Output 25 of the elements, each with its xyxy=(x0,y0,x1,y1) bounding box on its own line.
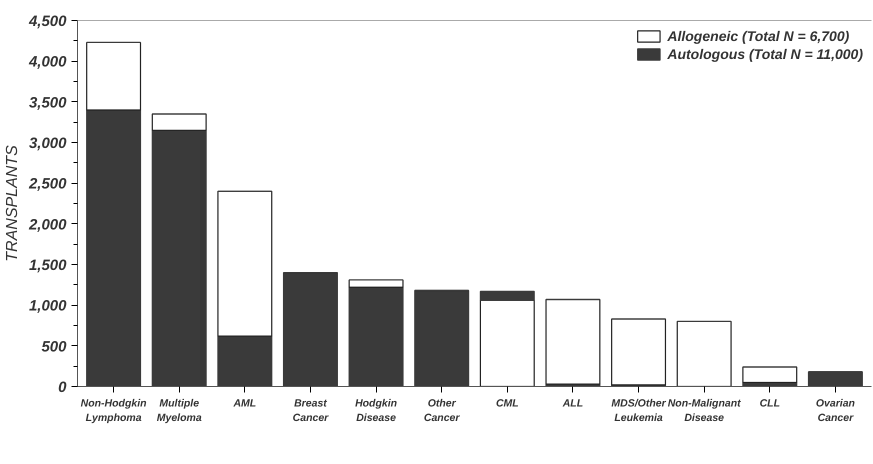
x-tick-label: CML xyxy=(496,398,519,410)
y-axis-title: TRANSPLANTS xyxy=(4,144,21,262)
x-tick-label: Non-Hodgkin Lymphoma xyxy=(80,398,147,424)
y-tick-label: 1,000 xyxy=(28,298,68,315)
y-tick-label: 4,000 xyxy=(28,54,68,71)
x-tick-label: ALL xyxy=(562,398,584,410)
y-tick-label: 2,500 xyxy=(28,176,68,193)
y-tick-label: 4,500 xyxy=(28,13,68,30)
x-tick-label: Multiple Myeloma xyxy=(156,398,202,424)
y-tick-label: 3,500 xyxy=(28,94,68,112)
y-tick-label: 1,500 xyxy=(28,257,68,274)
y-tick-label: 500 xyxy=(41,338,68,356)
x-tick-label: Ovarian Cancer xyxy=(816,398,855,424)
x-tick-label: Hodgkin Disease xyxy=(355,398,398,424)
y-tick-label: 2,000 xyxy=(28,216,68,234)
y-tick-label: 0 xyxy=(58,379,68,396)
x-tick-label: MDS/Other Leukemia xyxy=(611,398,667,424)
x-tick-label: Breast Cancer xyxy=(292,398,330,424)
legend-label: Autologous (Total N = 11,000) xyxy=(667,46,863,62)
x-tick-label: AML xyxy=(232,398,256,410)
x-tick-label: Other Cancer xyxy=(424,398,460,424)
legend-label: Allogeneic (Total N = 6,700) xyxy=(667,28,850,44)
x-tick-label: CLL xyxy=(760,398,780,410)
x-tick-label: Non-Malignant Disease xyxy=(668,398,742,424)
y-tick-label: 3,000 xyxy=(28,135,68,152)
